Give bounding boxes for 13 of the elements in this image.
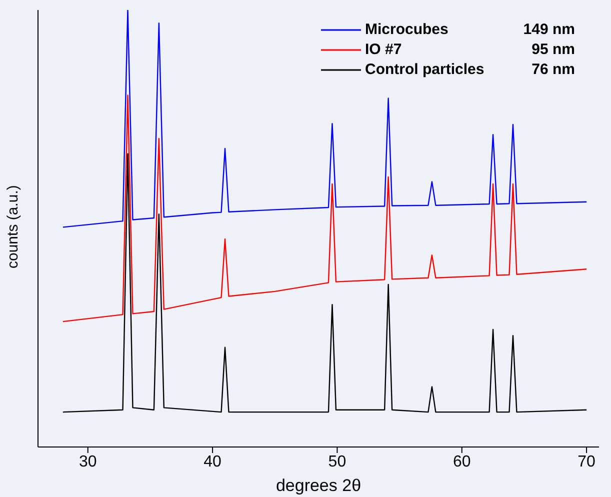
annotation: 76 nm bbox=[530, 60, 575, 80]
annotation: 149 nm bbox=[522, 20, 575, 40]
x-axis-title: degrees 2θ bbox=[276, 476, 362, 495]
annotation: 95 nm bbox=[530, 40, 575, 60]
x-tick-label: 50 bbox=[328, 453, 346, 470]
x-tick-label: 30 bbox=[78, 453, 97, 470]
legend-label: Microcubes bbox=[365, 20, 450, 40]
x-tick-label: 60 bbox=[452, 453, 471, 470]
y-axis-title: counts (a.u.) bbox=[4, 185, 22, 268]
legend-label: Control particles bbox=[365, 60, 486, 80]
legend-label: IO #7 bbox=[365, 40, 403, 60]
x-tick-label: 40 bbox=[204, 453, 222, 470]
x-tick-label: 70 bbox=[578, 453, 596, 470]
